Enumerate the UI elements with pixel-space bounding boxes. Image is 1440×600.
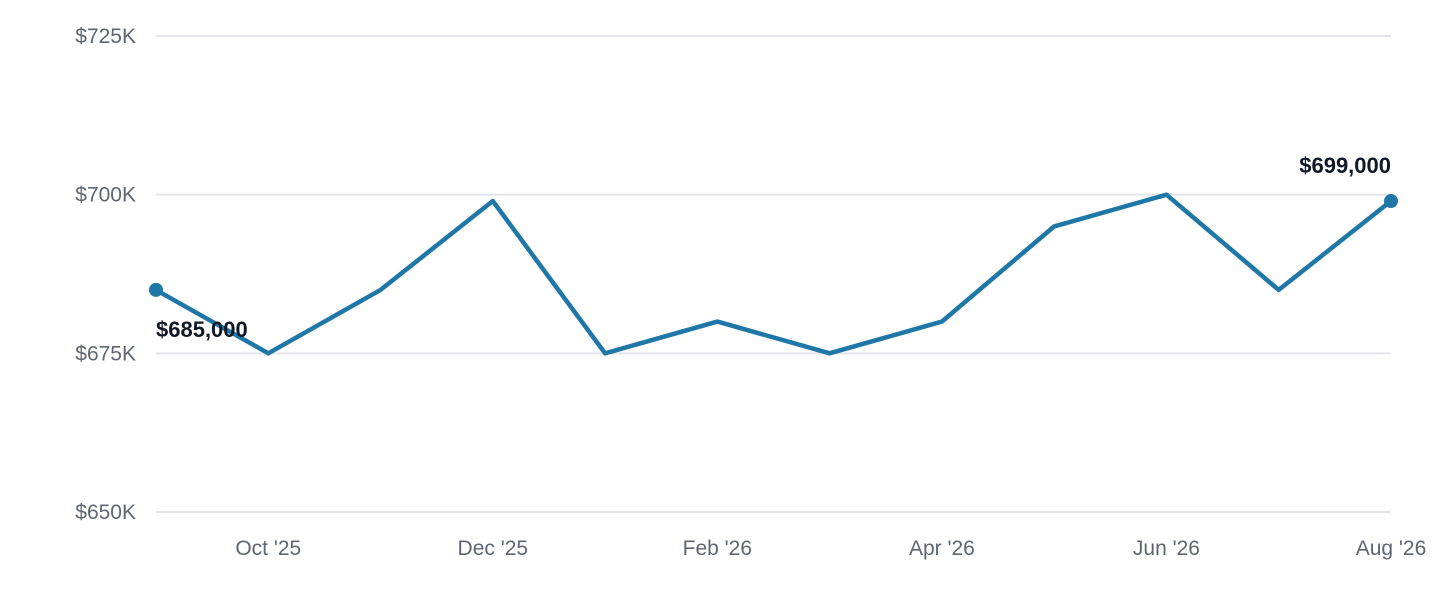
series-lines	[153, 192, 1394, 356]
x-axis-ticks: Oct '25 Dec '25 Feb '26 Apr '26 Jun '26 Aug '…	[235, 537, 1426, 560]
y-tick-label: $700K	[75, 184, 136, 207]
data-labels: $685,000 $699,000	[156, 153, 1391, 342]
endpoint-markers	[149, 194, 1398, 297]
y-tick-label: $675K	[75, 342, 136, 365]
x-tick-label: Aug '26	[1356, 537, 1427, 560]
x-tick-label: Dec '25	[458, 537, 529, 560]
y-tick-label: $650K	[75, 501, 136, 524]
x-tick-label: Jun '26	[1133, 537, 1200, 560]
x-tick-label: Feb '26	[683, 537, 752, 560]
x-tick-label: Oct '25	[235, 537, 301, 560]
x-tick-label: Apr '26	[909, 537, 975, 560]
data-point-marker	[1384, 194, 1398, 209]
data-label: $685,000	[156, 317, 248, 342]
data-label: $699,000	[1299, 153, 1391, 178]
series-line	[153, 192, 1394, 356]
y-axis-ticks: $650K $675K $700K $725K	[75, 25, 136, 524]
gridlines	[156, 35, 1391, 513]
data-point-marker	[149, 282, 163, 297]
y-tick-label: $725K	[75, 25, 136, 48]
